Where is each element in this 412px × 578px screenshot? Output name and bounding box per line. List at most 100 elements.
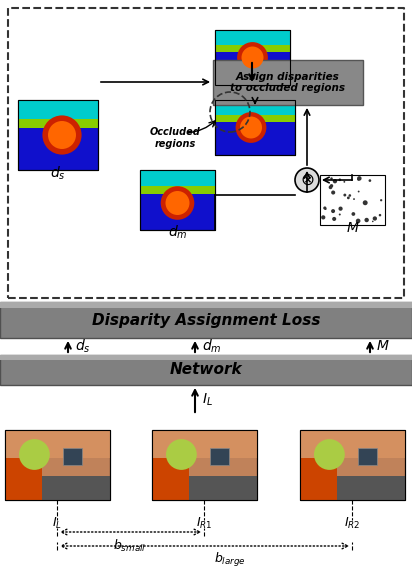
Circle shape	[369, 179, 371, 182]
Circle shape	[339, 213, 341, 216]
Circle shape	[329, 186, 332, 189]
Bar	[215, 100, 295, 116]
Text: $I_{R1}$: $I_{R1}$	[196, 516, 212, 531]
Bar	[140, 170, 215, 230]
Text: Disparity Assignment Loss: Disparity Assignment Loss	[92, 313, 320, 328]
Bar	[152, 430, 257, 500]
Circle shape	[343, 194, 346, 197]
Circle shape	[314, 439, 345, 470]
Bar	[215, 100, 295, 155]
Text: $d_m$: $d_m$	[202, 338, 222, 355]
Circle shape	[166, 191, 190, 215]
Bar	[358, 447, 377, 465]
Circle shape	[295, 168, 319, 192]
Bar	[300, 430, 405, 458]
Circle shape	[365, 218, 369, 222]
Circle shape	[358, 191, 360, 192]
Circle shape	[339, 179, 341, 181]
Circle shape	[323, 206, 326, 210]
Bar	[18, 100, 98, 120]
Circle shape	[331, 209, 335, 213]
Bar	[5, 430, 42, 500]
Bar	[63, 447, 82, 465]
Bar	[0, 302, 412, 308]
Bar	[152, 476, 257, 500]
Bar	[140, 170, 215, 187]
Text: $\otimes$: $\otimes$	[300, 171, 314, 189]
Circle shape	[321, 215, 325, 220]
Text: $I_{R2}$: $I_{R2}$	[344, 516, 360, 531]
Bar	[320, 175, 385, 225]
Bar	[215, 30, 290, 46]
Bar	[140, 186, 215, 194]
Text: Network: Network	[170, 362, 242, 377]
Bar	[215, 100, 295, 155]
Bar	[300, 430, 405, 500]
Bar	[5, 476, 110, 500]
Text: $I_L$: $I_L$	[52, 516, 62, 531]
Text: $d_m$: $d_m$	[168, 224, 188, 242]
Circle shape	[48, 121, 76, 149]
Text: $b_{large}$: $b_{large}$	[214, 551, 246, 569]
Bar	[215, 30, 290, 85]
Bar	[0, 302, 412, 338]
Circle shape	[240, 117, 262, 139]
Circle shape	[356, 218, 360, 223]
Bar	[215, 30, 290, 85]
Circle shape	[237, 42, 268, 73]
Text: $M$: $M$	[346, 221, 360, 235]
Bar	[300, 476, 405, 500]
Bar	[18, 119, 98, 128]
Bar	[152, 430, 257, 458]
Bar	[5, 430, 110, 458]
Circle shape	[357, 176, 362, 181]
Bar	[0, 355, 412, 360]
Circle shape	[347, 197, 350, 199]
Bar	[215, 45, 290, 52]
Text: $I_L$: $I_L$	[202, 392, 213, 408]
Circle shape	[338, 206, 343, 211]
Circle shape	[357, 178, 360, 181]
Text: $d_s$: $d_s$	[75, 338, 91, 355]
Bar	[8, 8, 404, 298]
Bar	[152, 430, 189, 500]
Circle shape	[236, 112, 267, 143]
Circle shape	[372, 221, 374, 222]
Bar	[210, 447, 229, 465]
Circle shape	[379, 214, 381, 216]
Bar	[18, 100, 98, 170]
Circle shape	[351, 212, 355, 216]
Bar	[5, 430, 110, 500]
Bar	[5, 430, 110, 500]
Circle shape	[363, 200, 368, 205]
Circle shape	[166, 439, 197, 470]
Circle shape	[353, 198, 355, 200]
Circle shape	[161, 186, 194, 220]
Text: Assign disparities
to occluded regions: Assign disparities to occluded regions	[230, 72, 346, 93]
Circle shape	[373, 216, 377, 221]
Bar	[140, 170, 215, 230]
Circle shape	[330, 177, 333, 180]
Circle shape	[241, 46, 264, 69]
Bar	[152, 430, 257, 500]
Bar	[0, 355, 412, 385]
Circle shape	[330, 184, 333, 187]
Circle shape	[344, 181, 345, 183]
Circle shape	[42, 116, 82, 154]
Circle shape	[19, 439, 50, 470]
Bar	[300, 430, 337, 500]
Bar	[300, 430, 405, 500]
Circle shape	[331, 191, 335, 195]
Bar	[18, 100, 98, 170]
Circle shape	[332, 217, 336, 221]
Bar	[213, 60, 363, 105]
Circle shape	[380, 199, 382, 201]
Text: $d_s$: $d_s$	[50, 165, 66, 183]
Text: $b_{small}$: $b_{small}$	[113, 538, 147, 554]
Circle shape	[333, 179, 337, 183]
Text: $M$: $M$	[376, 339, 390, 353]
Circle shape	[325, 208, 327, 210]
Circle shape	[349, 194, 351, 197]
Bar	[215, 115, 295, 122]
Text: Occluded
regions: Occluded regions	[150, 127, 200, 149]
